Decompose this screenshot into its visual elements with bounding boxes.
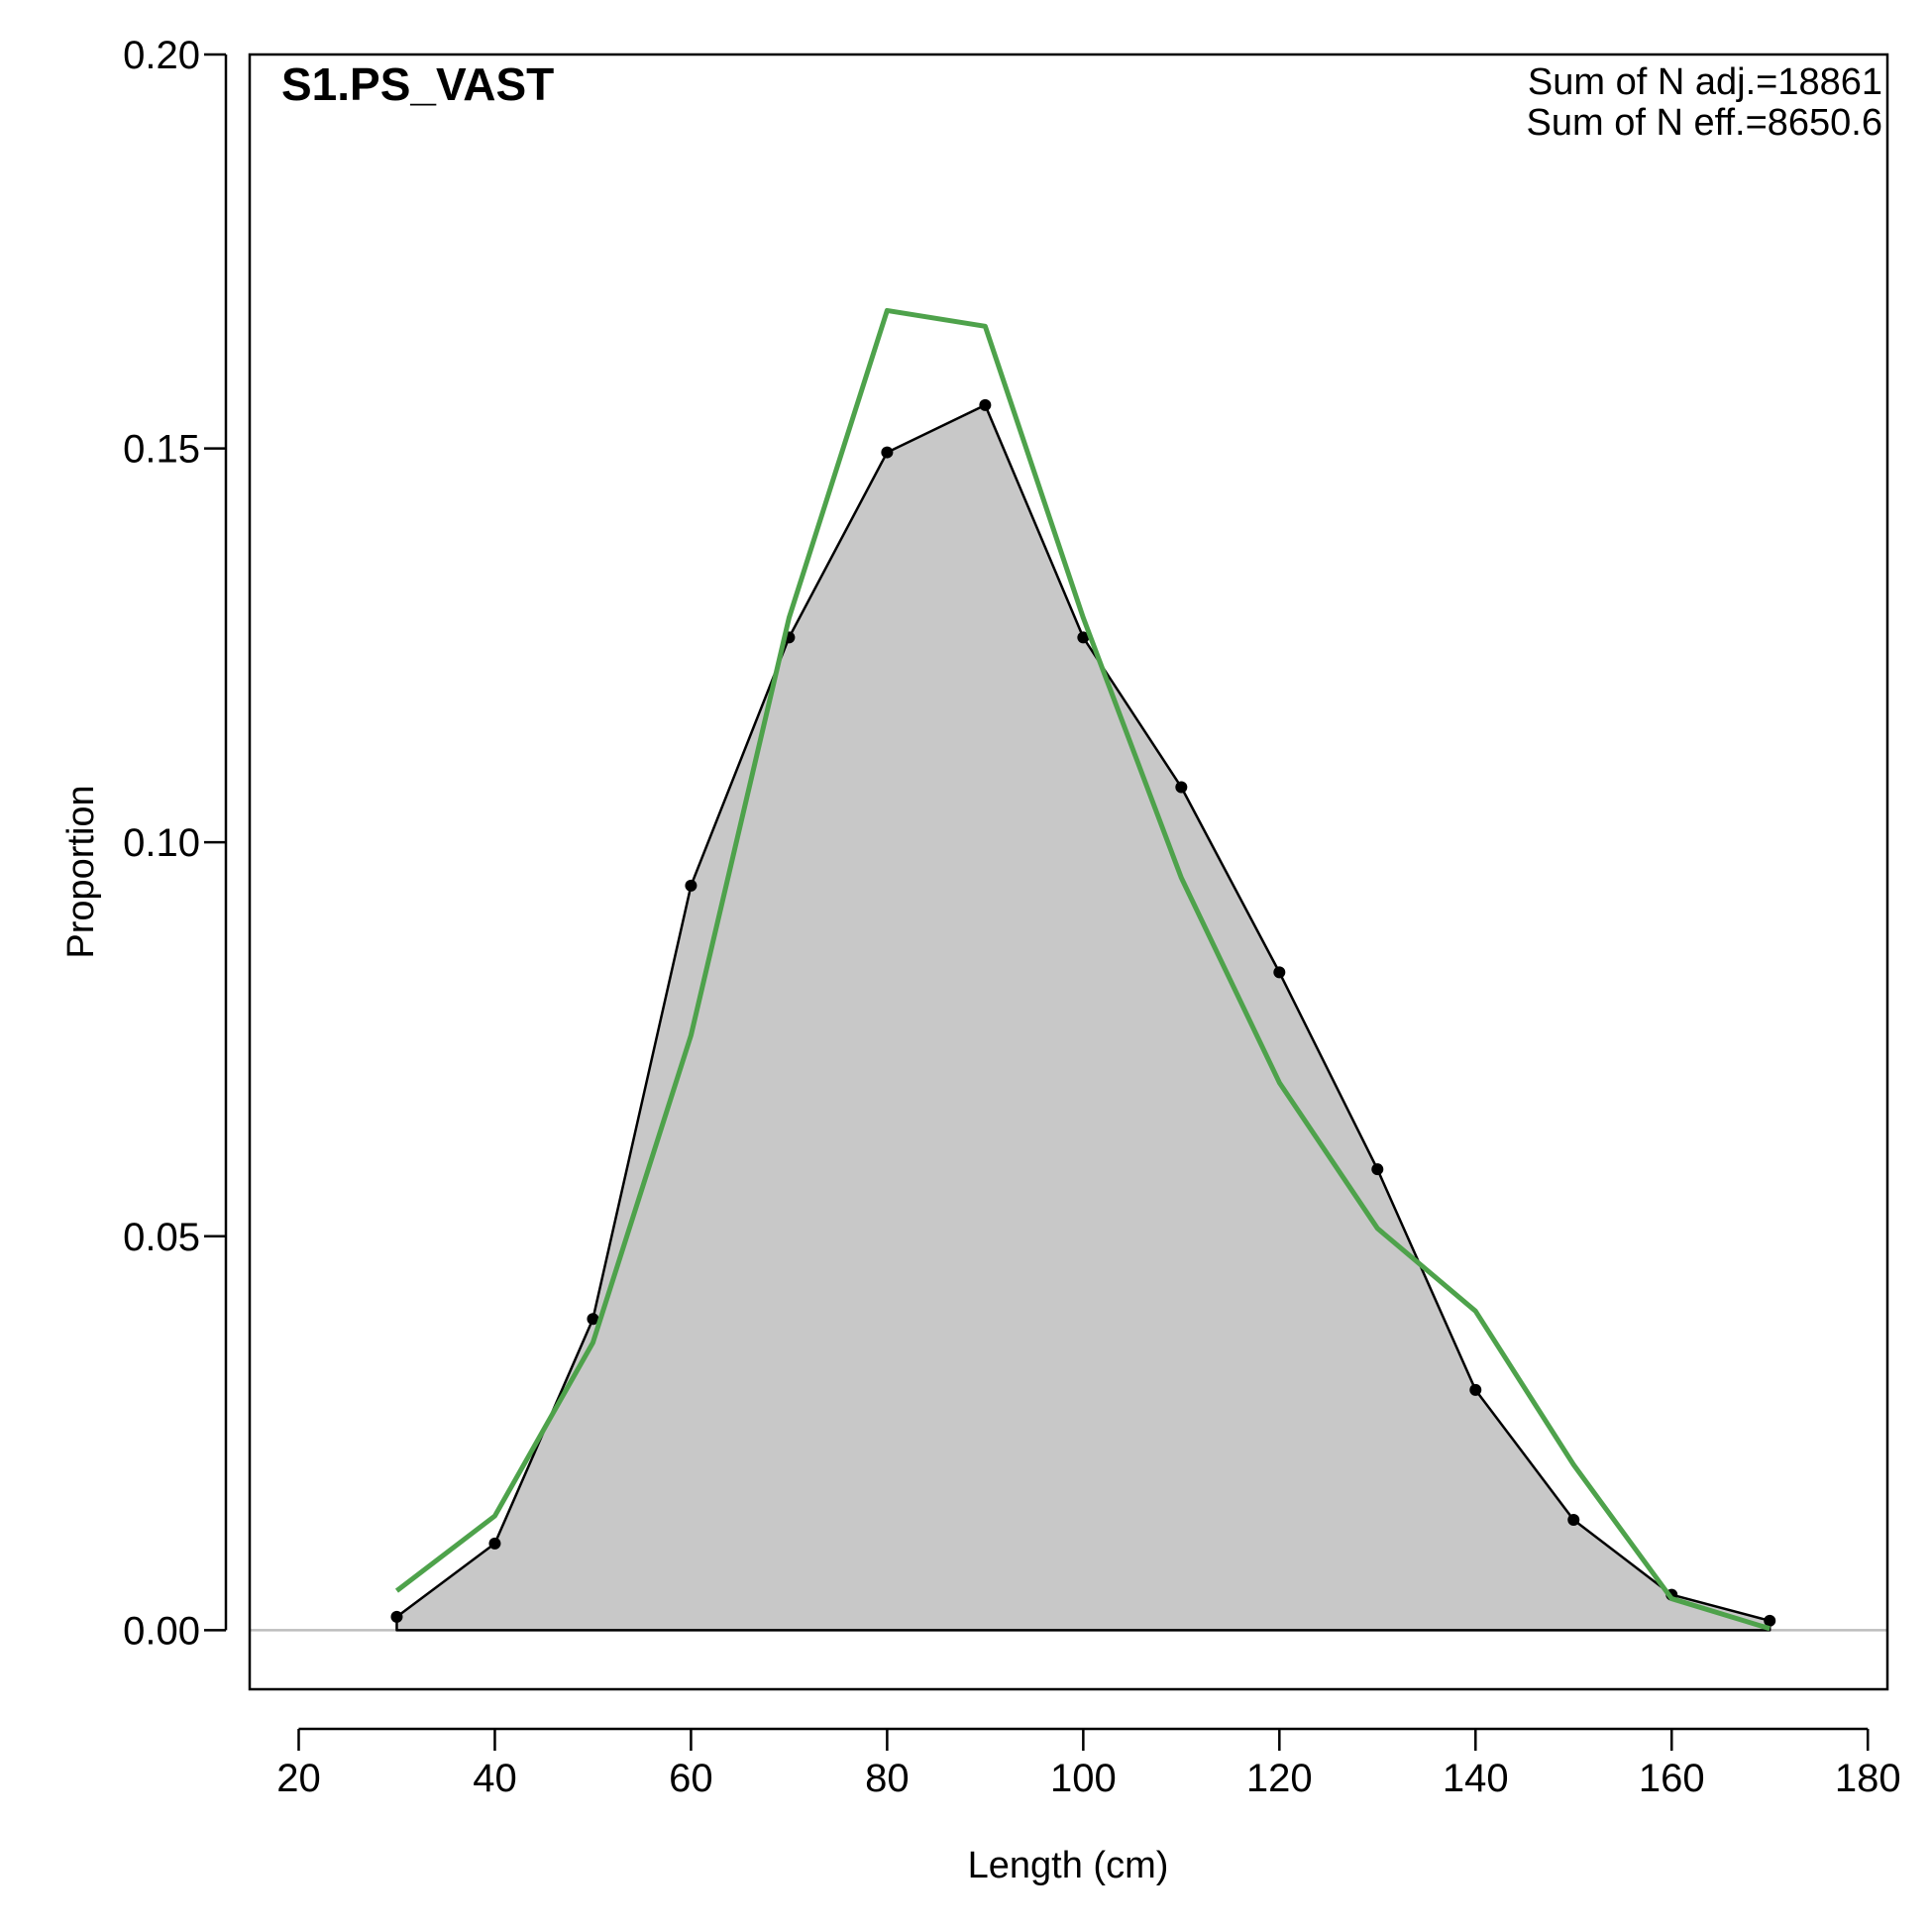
observed-point xyxy=(1077,631,1090,644)
x-tick-label: 120 xyxy=(1246,1757,1313,1800)
observed-point xyxy=(979,398,992,411)
plot-frame xyxy=(248,53,1889,1691)
observed-point xyxy=(390,1610,403,1623)
y-tick-label: 0.20 xyxy=(123,34,200,77)
observed-point xyxy=(1567,1514,1580,1527)
plot-layer xyxy=(250,307,1887,1632)
y-axis-title: Proportion xyxy=(60,785,102,958)
observed-point xyxy=(1371,1163,1384,1176)
observed-point xyxy=(881,446,894,459)
observed-area xyxy=(395,403,1771,1632)
sum-n-eff-annotation: Sum of N eff.=8650.6 xyxy=(1527,102,1882,144)
x-axis-title: Length (cm) xyxy=(968,1845,1169,1886)
sum-n-adj-annotation: Sum of N adj.=18861 xyxy=(1528,61,1882,103)
y-tick-label: 0.05 xyxy=(123,1216,200,1259)
x-tick-label: 160 xyxy=(1639,1757,1705,1800)
x-tick-label: 180 xyxy=(1835,1757,1901,1800)
x-tick-label: 80 xyxy=(865,1757,910,1800)
x-tick-label: 100 xyxy=(1050,1757,1117,1800)
x-tick-label: 140 xyxy=(1443,1757,1509,1800)
panel-title: S1.PS_VAST xyxy=(281,58,554,110)
observed-point xyxy=(1175,781,1188,794)
x-tick-label: 60 xyxy=(669,1757,713,1800)
expected-line xyxy=(394,307,1771,1632)
y-tick-label: 0.00 xyxy=(123,1609,200,1653)
observed-point xyxy=(488,1537,501,1550)
axes-layer: 20 40 60 80 100 120 140 160 180 0.00 0.05 0.10 0.15 0… xyxy=(123,34,1900,1800)
observed-point xyxy=(587,1313,599,1326)
y-tick-label: 0.10 xyxy=(123,821,200,865)
y-tick-label: 0.15 xyxy=(123,428,200,472)
observed-point xyxy=(1469,1383,1482,1396)
observed-point xyxy=(685,879,698,892)
x-tick-label: 20 xyxy=(276,1757,321,1800)
x-tick-label: 40 xyxy=(473,1757,517,1800)
observed-point xyxy=(1273,966,1286,979)
observed-point xyxy=(1764,1614,1776,1627)
